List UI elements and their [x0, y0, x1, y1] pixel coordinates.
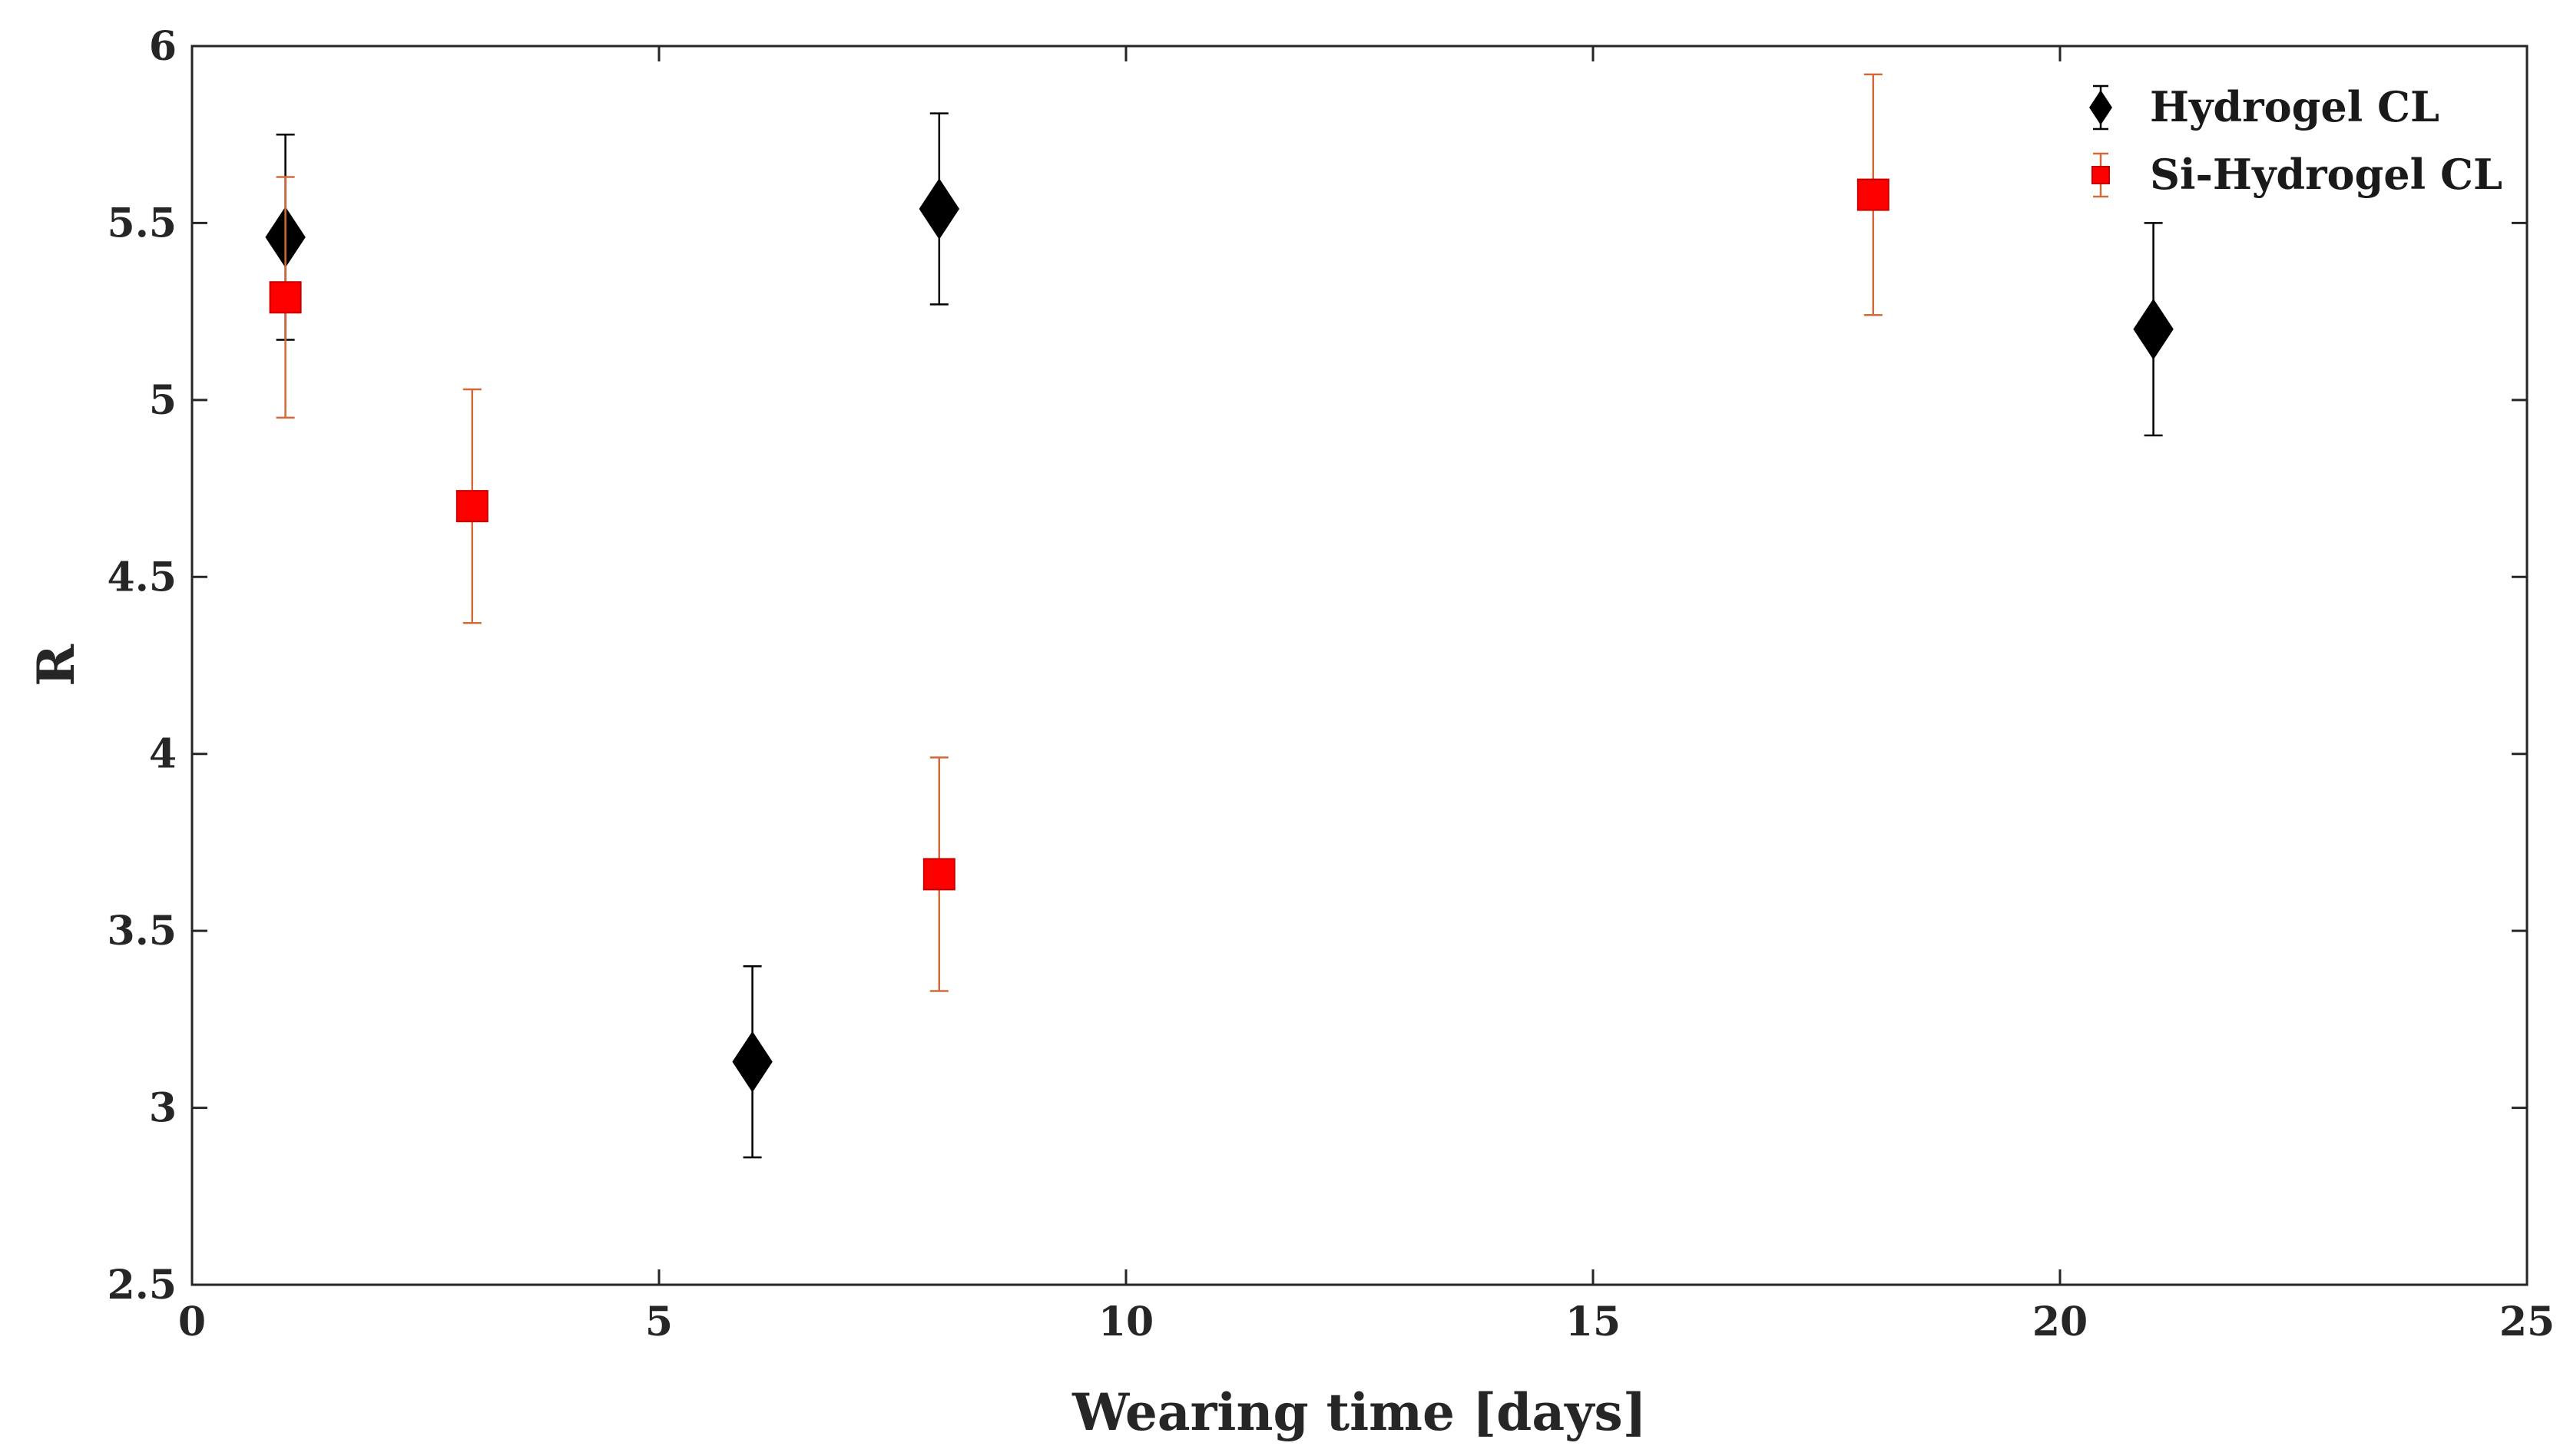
y-tick-label: 4.5 — [108, 554, 177, 601]
legend: Hydrogel CL Si-Hydrogel CL — [2089, 82, 2502, 199]
y-axis-title: R — [26, 644, 86, 687]
data-point-square — [1856, 178, 1889, 211]
data-point-square — [922, 858, 955, 891]
x-tick-label: 25 — [2499, 1299, 2555, 1345]
legend-label: Hydrogel CL — [2150, 82, 2439, 131]
plot-frame — [190, 45, 2529, 1286]
legend-label: Si-Hydrogel CL — [2150, 150, 2502, 199]
data-point-diamond — [732, 1031, 773, 1093]
legend-entry: Si-Hydrogel CL — [2091, 150, 2502, 199]
y-tick-label: 3 — [149, 1085, 177, 1132]
data-point-square — [269, 281, 302, 314]
x-tick-label: 10 — [1098, 1299, 1154, 1345]
data-point-diamond — [2133, 298, 2174, 360]
y-tick-label: 5.5 — [108, 200, 177, 247]
legend-marker-square — [2091, 166, 2110, 184]
y-tick-label: 2.5 — [108, 1262, 177, 1309]
legend-marker-diamond — [2089, 90, 2112, 125]
x-axis-title: Wearing time [days] — [1071, 1382, 1647, 1442]
data-point-square — [455, 490, 488, 523]
data-point-diamond — [919, 178, 959, 240]
y-tick-label: 3.5 — [108, 908, 177, 955]
x-tick-label: 5 — [645, 1299, 673, 1345]
x-tick-label: 0 — [178, 1299, 206, 1345]
y-tick-label: 6 — [149, 23, 177, 70]
legend-entry: Hydrogel CL — [2089, 82, 2439, 131]
y-tick-label: 4 — [149, 731, 177, 778]
x-tick-label: 15 — [1565, 1299, 1621, 1345]
y-tick-label: 5 — [149, 377, 177, 424]
axes: 0 5 10 15 20 25 2.5 3 3.5 4 4.5 5 5.5 6 — [108, 23, 2555, 1345]
data-marks — [265, 73, 2174, 1159]
series-square — [269, 73, 1889, 992]
x-tick-label: 20 — [2032, 1299, 2088, 1345]
